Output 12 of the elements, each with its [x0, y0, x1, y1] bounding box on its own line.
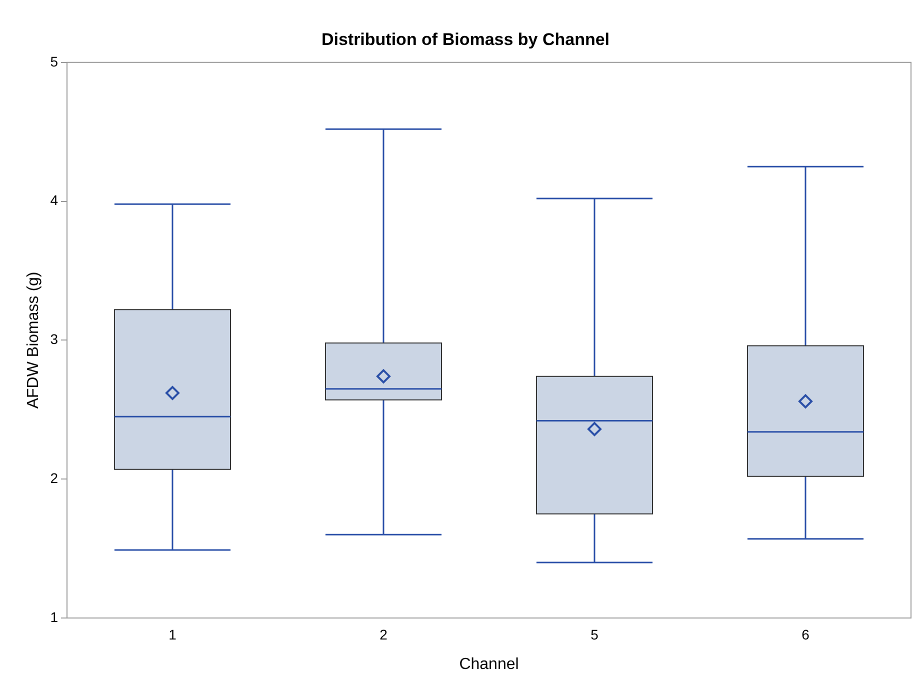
y-tick-label: 3: [50, 331, 58, 348]
y-axis-title: AFDW Biomass (g): [25, 272, 42, 409]
x-axis-title: Channel: [459, 656, 519, 673]
y-tick-label: 1: [50, 608, 58, 625]
x-tick-label: 6: [802, 626, 810, 642]
x-tick-label: 2: [380, 626, 388, 642]
y-tick-label: 2: [50, 470, 58, 486]
y-tick-label: 4: [50, 192, 58, 208]
chart-title: Distribution of Biomass by Channel: [321, 30, 610, 49]
x-tick-label: 5: [590, 626, 599, 642]
x-tick-label: 1: [168, 626, 177, 642]
y-tick-label: 5: [50, 53, 58, 70]
